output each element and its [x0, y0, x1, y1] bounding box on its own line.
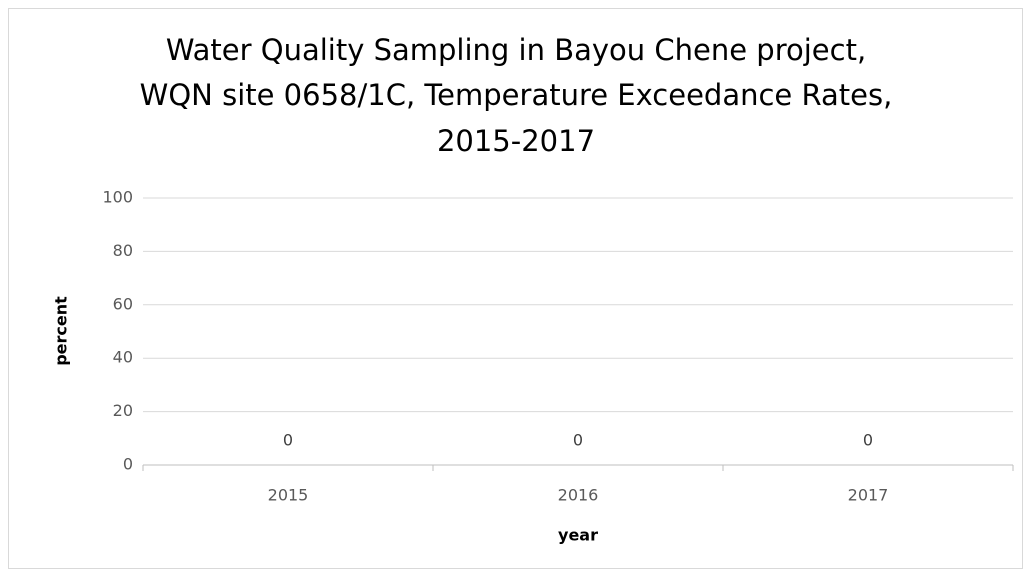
- x-tick-label: 2015: [268, 486, 309, 505]
- chart-title: WQN site 0658/1C, Temperature Exceedance…: [140, 78, 893, 112]
- x-tick-label: 2017: [848, 486, 889, 505]
- data-label: 0: [283, 431, 293, 450]
- y-tick-label: 80: [113, 241, 133, 260]
- x-tick-label: 2016: [558, 486, 599, 505]
- chart-border: [8, 8, 1023, 569]
- data-label: 0: [863, 431, 873, 450]
- x-axis-title: year: [558, 526, 598, 545]
- y-tick-label: 40: [113, 348, 133, 367]
- y-tick-label: 60: [113, 294, 133, 313]
- y-tick-label: 100: [102, 188, 133, 207]
- data-label: 0: [573, 431, 583, 450]
- chart-title: 2015-2017: [437, 124, 595, 158]
- y-axis-title: percent: [52, 296, 71, 366]
- y-tick-label: 0: [123, 455, 133, 474]
- y-tick-label: 20: [113, 401, 133, 420]
- chart-title: Water Quality Sampling in Bayou Chene pr…: [166, 33, 866, 67]
